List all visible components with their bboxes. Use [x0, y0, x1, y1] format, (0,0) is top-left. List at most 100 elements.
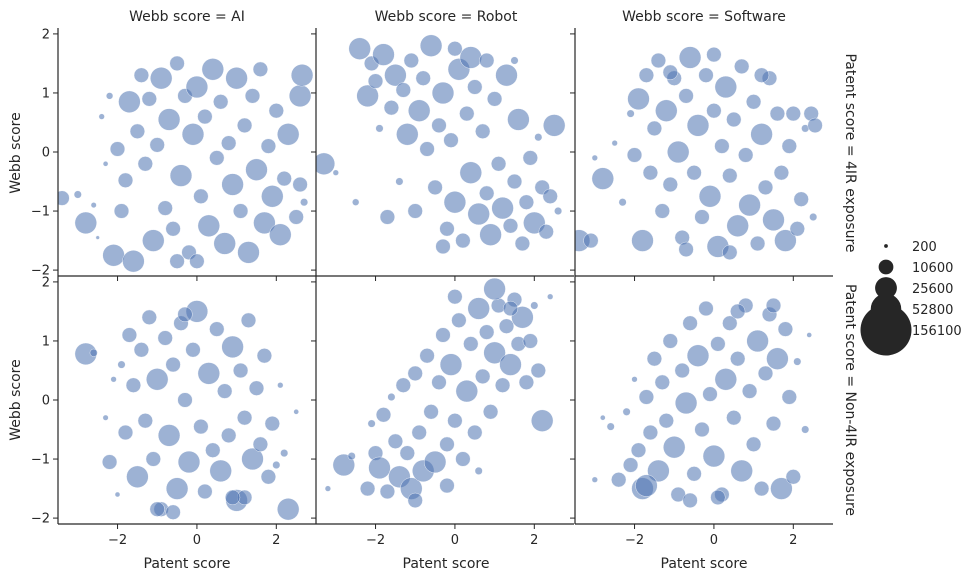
scatter-point — [534, 133, 543, 142]
scatter-point — [185, 342, 201, 358]
scatter-point — [431, 374, 447, 390]
scatter-point — [387, 393, 396, 401]
scatter-point — [674, 391, 698, 415]
col-title-ai: Webb score = AI — [129, 9, 245, 25]
scatter-point — [225, 489, 241, 505]
scatter-point — [479, 185, 495, 201]
scatter-point — [102, 161, 109, 167]
x-tick-label: −2 — [108, 533, 127, 548]
scatter-point — [146, 368, 169, 391]
scatter-point — [142, 229, 165, 252]
scatter-point — [459, 46, 482, 69]
scatter-point — [126, 465, 149, 488]
y-tick-label: 2 — [42, 275, 50, 290]
scatter-point — [662, 176, 678, 193]
scatter-point — [260, 469, 276, 485]
scatter-point — [678, 241, 694, 257]
y-tick-label: 1 — [42, 334, 50, 349]
scatter-point — [507, 108, 530, 131]
scatter-point — [252, 61, 268, 77]
scatter-point — [591, 154, 598, 161]
y-tick-label: 0 — [42, 146, 50, 161]
scatter-point — [387, 433, 403, 449]
scatter-point — [205, 442, 221, 458]
scatter-point — [439, 436, 455, 452]
scatter-point — [467, 79, 483, 95]
scatter-point — [554, 207, 563, 215]
y-tick-label: −1 — [31, 205, 50, 220]
facet-panel — [570, 28, 833, 281]
facet-panel: −2 −1 0 1 2 — [31, 27, 316, 281]
scatter-point — [439, 221, 455, 237]
scatter-point — [177, 450, 201, 474]
scatter-point — [785, 106, 801, 122]
scatter-point — [221, 335, 244, 359]
scatter-point — [542, 188, 558, 204]
scatter-point — [383, 100, 399, 116]
scatter-point — [622, 407, 631, 416]
scatter-point — [638, 67, 654, 83]
scatter-point — [177, 306, 193, 322]
scatter-point — [403, 52, 419, 69]
scatter-point — [244, 88, 261, 104]
scatter-point — [252, 436, 268, 452]
x-axis-label-software: Patent score — [661, 556, 748, 572]
y-axis-label-bottom: Webb score — [8, 359, 24, 440]
scatter-point — [272, 461, 281, 469]
scatter-point — [642, 424, 658, 441]
scatter-point — [522, 333, 538, 349]
scatter-point — [750, 235, 766, 252]
legend-label: 52800 — [912, 303, 953, 318]
scatter-point — [714, 75, 737, 99]
scatter-point — [678, 88, 694, 104]
scatter-point — [698, 67, 714, 83]
scatter-point — [646, 351, 662, 367]
row-title-4ir: Patent score = 4IR exposure — [842, 53, 858, 252]
scatter-point — [514, 235, 530, 252]
panel-points — [575, 46, 823, 260]
scatter-point — [674, 362, 690, 379]
scatter-point — [435, 327, 451, 343]
scatter-point — [746, 94, 762, 110]
scatter-point — [451, 312, 467, 328]
scatter-point — [591, 167, 614, 190]
scatter-point — [738, 147, 754, 163]
panel-points — [316, 34, 566, 255]
y-tick-label: −2 — [31, 264, 50, 279]
facet-panel: −2 −1 0 1 2 −2 0 2 — [31, 275, 316, 548]
scatter-point — [746, 436, 762, 452]
scatter-point — [626, 147, 643, 163]
scatter-point — [197, 109, 213, 125]
scatter-point — [109, 141, 126, 157]
scatter-point — [591, 476, 598, 483]
scatter-point — [280, 449, 289, 458]
scatter-point — [129, 123, 145, 139]
scatter-point — [455, 451, 471, 467]
scatter-point — [431, 117, 447, 133]
scatter-point — [165, 221, 181, 237]
scatter-point — [483, 341, 506, 364]
scatter-point — [316, 152, 336, 175]
scatter-point — [765, 297, 782, 314]
scatter-point — [233, 203, 249, 219]
scatter-point — [118, 90, 141, 113]
scatter-point — [368, 456, 391, 480]
scatter-point — [165, 477, 189, 500]
legend-marker — [875, 277, 897, 299]
scatter-point — [415, 70, 431, 86]
scatter-point — [431, 81, 455, 105]
scatter-point — [347, 452, 356, 461]
scatter-point — [352, 198, 360, 206]
scatter-point — [439, 353, 463, 376]
scatter-point — [237, 410, 253, 426]
scatter-point — [145, 451, 161, 467]
scatter-point — [237, 241, 260, 264]
scatter-point — [408, 99, 431, 122]
scatter-point — [606, 422, 615, 431]
scatter-point — [686, 165, 702, 181]
scatter-point — [463, 336, 479, 352]
scatter-point — [149, 137, 165, 153]
scatter-point — [654, 203, 670, 219]
scatter-point — [268, 103, 284, 119]
scatter-point — [455, 233, 471, 249]
